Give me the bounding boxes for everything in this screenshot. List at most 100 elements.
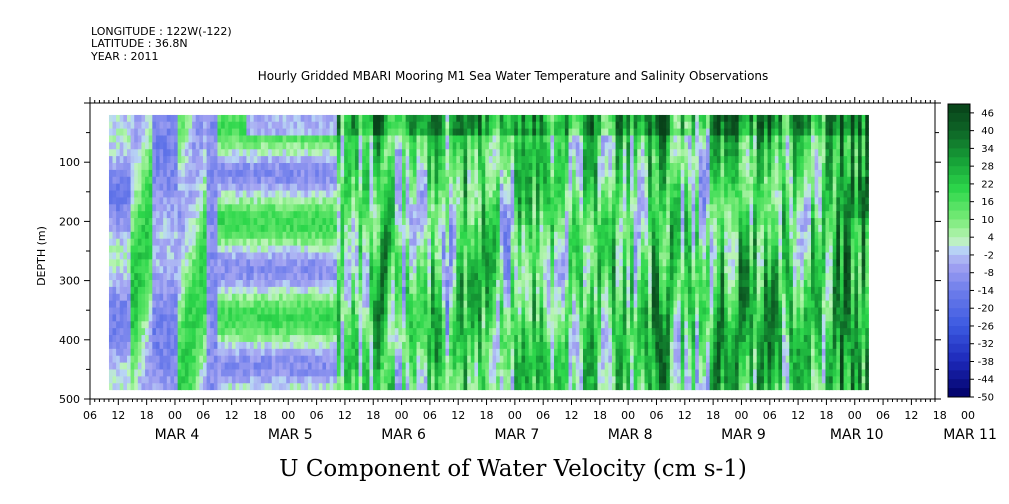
heatmap-cell	[181, 341, 186, 350]
heatmap-cell	[546, 121, 552, 130]
heatmap-cell	[275, 169, 280, 178]
heatmap-cell	[420, 259, 425, 267]
heatmap-cell	[257, 156, 262, 164]
heatmap-cell	[434, 355, 439, 364]
heatmap-cell	[492, 273, 497, 281]
heatmap-cell	[449, 176, 454, 185]
heatmap-cell	[394, 300, 400, 309]
heatmap-cell	[315, 273, 320, 281]
heatmap-cell	[159, 121, 164, 130]
heatmap-cell	[307, 142, 313, 150]
heatmap-cell	[438, 204, 443, 212]
heatmap-cell	[423, 300, 428, 309]
heatmap-cell	[119, 204, 124, 212]
heatmap-cell	[275, 163, 280, 171]
heatmap-cell	[467, 114, 472, 123]
heatmap-cell	[108, 369, 114, 377]
heatmap-cell	[387, 383, 392, 391]
heatmap-cell	[286, 376, 291, 384]
heatmap-cell	[550, 355, 555, 364]
heatmap-cell	[365, 362, 371, 371]
heatmap-cell	[134, 114, 139, 123]
heatmap-cell	[224, 293, 229, 302]
heatmap-cell	[554, 328, 559, 336]
heatmap-cell	[441, 211, 447, 219]
heatmap-cell	[467, 307, 472, 316]
heatmap-cell	[543, 293, 548, 302]
heatmap-cell	[373, 176, 378, 185]
heatmap-cell	[427, 314, 432, 322]
heatmap-cell	[231, 169, 237, 178]
heatmap-cell	[496, 218, 501, 226]
heatmap-cell	[304, 163, 309, 171]
heatmap-cell	[264, 259, 269, 267]
heatmap-cell	[123, 335, 128, 343]
heatmap-cell	[405, 128, 410, 137]
heatmap-cell	[192, 149, 197, 157]
heatmap-cell	[174, 183, 179, 192]
heatmap-cell	[282, 376, 287, 384]
heatmap-cell	[463, 266, 468, 274]
heatmap-cell	[286, 211, 291, 219]
heatmap-cell	[228, 176, 233, 185]
heatmap-cell	[221, 114, 226, 123]
heatmap-cell	[300, 335, 305, 343]
heatmap-cell	[557, 293, 562, 302]
heatmap-cell	[199, 224, 204, 233]
heatmap-cell	[467, 328, 472, 336]
heatmap-cell	[141, 183, 146, 192]
heatmap-cell	[250, 362, 255, 371]
heatmap-cell	[528, 149, 533, 157]
heatmap-cell	[362, 197, 367, 205]
heatmap-cell	[159, 328, 164, 336]
heatmap-cell	[387, 314, 392, 322]
heatmap-cell	[253, 149, 258, 157]
heatmap-cell	[398, 376, 403, 384]
heatmap-cell	[380, 383, 385, 391]
heatmap-cell	[550, 231, 555, 240]
heatmap-cell	[376, 231, 381, 240]
heatmap-cell	[358, 355, 363, 364]
heatmap-cell	[488, 293, 494, 302]
heatmap-cell	[202, 176, 208, 185]
heatmap-cell	[532, 156, 537, 164]
heatmap-cell	[108, 293, 114, 302]
heatmap-cell	[286, 321, 291, 329]
heatmap-cell	[231, 149, 237, 157]
heatmap-cell	[554, 163, 559, 171]
heatmap-cell	[474, 169, 479, 178]
heatmap-cell	[347, 245, 352, 254]
heatmap-cell	[130, 348, 135, 357]
heatmap-cell	[329, 369, 334, 377]
heatmap-cell	[481, 341, 486, 350]
heatmap-cell	[304, 293, 309, 302]
heatmap-cell	[322, 190, 327, 199]
heatmap-cell	[492, 321, 497, 329]
heatmap-cell	[141, 355, 146, 364]
heatmap-cell	[300, 163, 305, 171]
heatmap-cell	[459, 383, 465, 391]
heatmap-cell	[532, 266, 537, 274]
heatmap-cell	[499, 176, 504, 185]
heatmap-cell	[108, 163, 114, 171]
heatmap-cell	[459, 218, 465, 226]
heatmap-cell	[514, 169, 519, 178]
heatmap-cell	[141, 369, 146, 377]
heatmap-cell	[550, 307, 555, 316]
heatmap-cell	[221, 355, 226, 364]
heatmap-cell	[307, 238, 313, 247]
heatmap-cell	[499, 335, 504, 343]
heatmap-cell	[503, 252, 508, 260]
heatmap-cell	[358, 183, 363, 192]
heatmap-cell	[503, 321, 508, 329]
heatmap-cell	[137, 307, 143, 316]
heatmap-cell	[546, 341, 552, 350]
heatmap-cell	[496, 156, 501, 164]
heatmap-cell	[333, 307, 338, 316]
heatmap-cell	[152, 266, 157, 274]
heatmap-cell	[275, 314, 280, 322]
heatmap-cell	[430, 231, 436, 240]
heatmap-cell	[130, 376, 135, 384]
heatmap-cell	[358, 156, 363, 164]
heatmap-cell	[152, 286, 157, 295]
